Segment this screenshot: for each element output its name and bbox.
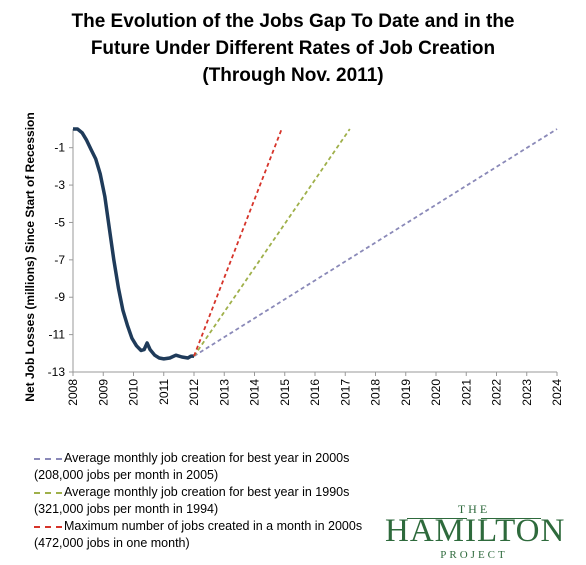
x-tick-label: 2015 (278, 379, 292, 406)
logo-rule-left (407, 518, 467, 519)
x-tick-label: 2011 (157, 379, 171, 405)
x-tick-label: 2017 (338, 379, 352, 406)
legend-label: Maximum number of jobs created in a mont… (64, 519, 363, 533)
series-line-1 (193, 128, 558, 357)
x-tick-label: 2024 (550, 379, 564, 406)
logo-project: PROJECT (440, 549, 508, 561)
series-line-0 (73, 127, 194, 361)
legend-entry: Average monthly job creation for best ye… (34, 484, 349, 518)
y-tick-label: -3 (54, 178, 65, 192)
x-tick-label: 2008 (66, 379, 80, 406)
chart-title-line-1: The Evolution of the Jobs Gap To Date an… (71, 11, 515, 32)
legend-entry: Maximum number of jobs created in a mont… (34, 518, 362, 552)
x-tick-label: 2013 (217, 379, 231, 406)
x-tick-label: 2010 (127, 379, 141, 406)
y-tick-label: -5 (54, 215, 65, 229)
legend-entry: Average monthly job creation for best ye… (34, 450, 349, 484)
chart-title: The Evolution of the Jobs Gap To Date an… (0, 8, 586, 89)
x-tick-label: 2023 (520, 379, 534, 406)
legend-swatch (34, 457, 62, 460)
y-tick-label: -9 (54, 290, 65, 304)
logo-rule-right (481, 518, 541, 519)
legend-swatch (34, 525, 62, 528)
chart-title-line-3: (Through Nov. 2011) (202, 65, 384, 86)
legend-label: Average monthly job creation for best ye… (64, 485, 350, 499)
y-tick-label: -11 (49, 328, 66, 342)
x-tick-label: 2009 (96, 379, 110, 406)
legend-note: (208,000 jobs per month in 2005) (34, 468, 219, 482)
y-tick-label: -1 (54, 141, 65, 155)
x-tick-label: 2020 (429, 379, 443, 406)
legend-swatch (34, 491, 62, 494)
x-tick-label: 2019 (399, 379, 413, 406)
chart-title-line-2: Future Under Different Rates of Job Crea… (90, 38, 496, 59)
legend-note: (472,000 jobs in one month) (34, 536, 190, 550)
y-tick-label: -13 (48, 365, 66, 379)
x-tick-label: 2018 (369, 379, 383, 406)
legend-note: (321,000 jobs per month in 1994) (34, 502, 219, 516)
hamilton-project-logo: THE HAMILTON PROJECT (385, 502, 566, 561)
x-tick-label: 2022 (490, 379, 504, 406)
y-tick-label: -7 (54, 253, 65, 267)
logo-name: HAMILTON (385, 513, 566, 549)
y-axis-label: Net Job Losses (millions) Since Start of… (23, 112, 37, 401)
x-tick-label: 2014 (248, 379, 262, 406)
x-tick-label: 2021 (459, 379, 473, 406)
series-line-2 (193, 128, 351, 357)
series-line-3 (193, 128, 283, 357)
chart-series-group (73, 127, 558, 361)
legend-label: Average monthly job creation for best ye… (64, 451, 350, 465)
logo-the: THE (457, 502, 491, 516)
x-tick-label: 2016 (308, 379, 322, 406)
x-tick-label: 2012 (187, 379, 201, 406)
